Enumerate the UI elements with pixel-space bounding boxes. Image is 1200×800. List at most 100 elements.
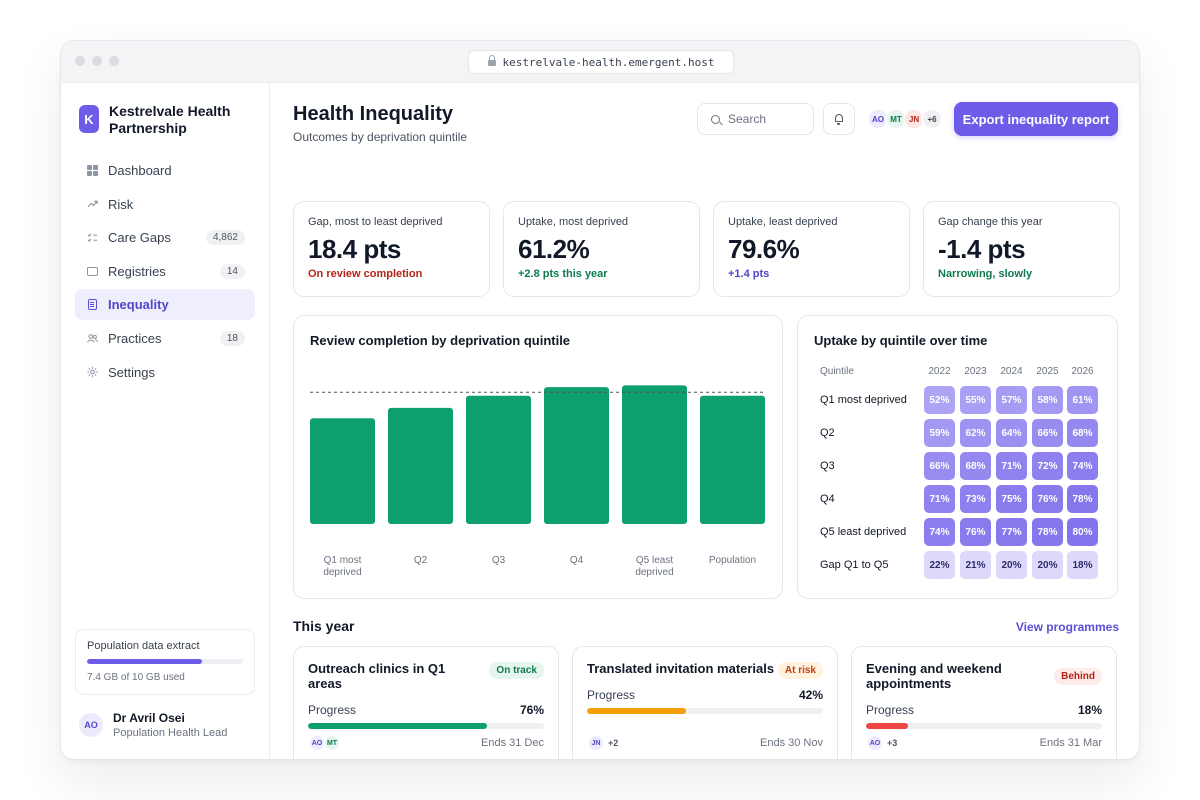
notifications-button[interactable] [823, 103, 855, 135]
chart-bar[interactable] [310, 418, 375, 524]
user-name: Dr Avril Osei [113, 711, 185, 725]
sidebar-item-inequality[interactable]: Inequality [75, 289, 255, 321]
chart-bar[interactable] [388, 407, 453, 524]
kpi-card-gap-change: Gap change this year -1.4 pts Narrowing,… [923, 201, 1120, 297]
storage-usage-text: 7.4 GB of 10 GB used [87, 672, 185, 683]
heatmap-cell[interactable]: 58% [1032, 386, 1063, 414]
heatmap-corner-label: Quintile [820, 366, 854, 377]
heatmap-cell[interactable]: 64% [996, 419, 1027, 447]
heatmap-cell[interactable]: 71% [996, 452, 1027, 480]
owner-avatar: JN [587, 734, 605, 752]
chart-bar[interactable] [544, 387, 609, 524]
heatmap-cell[interactable]: 61% [1067, 386, 1098, 414]
progress-value: 76% [519, 703, 544, 717]
kpi-note: +1.4 pts [728, 268, 770, 280]
team-avatars[interactable]: AO MT JN +6 [867, 108, 943, 130]
heatmap-cell[interactable]: 75% [996, 485, 1027, 513]
chart-category-label: Q5 least [636, 555, 673, 566]
close-window-dot[interactable] [75, 56, 85, 66]
heatmap-cell[interactable]: 52% [924, 386, 955, 414]
owners-more: +3 [887, 738, 898, 748]
programme-status-badge: At risk [777, 662, 823, 679]
folder-icon [87, 266, 98, 277]
heatmap-cell[interactable]: 62% [960, 419, 991, 447]
heatmap-cell[interactable]: 76% [960, 518, 991, 546]
team-avatar: MT [885, 108, 907, 130]
heatmap-cell[interactable]: 76% [1032, 485, 1063, 513]
kpi-row: Gap, most to least deprived 18.4 pts On … [293, 201, 1120, 297]
programme-title: Outreach clinics in Q1 areas [308, 661, 446, 691]
progress-value: 18% [1077, 703, 1102, 717]
chart-bar[interactable] [700, 395, 765, 524]
minimize-window-dot[interactable] [92, 56, 102, 66]
heatmap-cell[interactable]: 21% [960, 551, 991, 579]
brand[interactable]: K Kestrelvale Health Partnership [79, 103, 249, 137]
page-subtitle: Outcomes by deprivation quintile [293, 130, 468, 144]
sidebar-item-practices[interactable]: Practices 18 [75, 323, 255, 354]
programme-status-badge: On track [489, 662, 544, 679]
chart-category-label: Q2 [414, 555, 428, 566]
sidebar-item-registries[interactable]: Registries 14 [75, 256, 255, 287]
chart-bar[interactable] [466, 395, 531, 524]
heatmap-cell[interactable]: 20% [1032, 551, 1063, 579]
heatmap-cell[interactable]: 22% [924, 551, 955, 579]
programme-title: Evening and weekend appointments [866, 661, 1002, 691]
user-profile[interactable]: AO Dr Avril Osei Population Health Lead [79, 711, 227, 739]
heatmap-cell[interactable]: 74% [1067, 452, 1098, 480]
progress-label: Progress [866, 703, 915, 717]
heatmap-cell[interactable]: 59% [924, 419, 955, 447]
heatmap-row-label: Q4 [820, 493, 835, 505]
programme-card-translated-materials[interactable]: Translated invitation materials At risk … [572, 646, 838, 759]
registries-count-badge: 14 [219, 263, 245, 279]
sidebar-item-dashboard[interactable]: Dashboard [75, 155, 255, 186]
users-icon [87, 333, 98, 344]
heatmap-row-label: Q2 [820, 427, 835, 439]
programme-end-date: Ends 31 Dec [481, 737, 544, 749]
kpi-value: 61.2% [518, 234, 590, 264]
programme-card-outreach[interactable]: Outreach clinics in Q1 areas On track Pr… [293, 646, 559, 759]
sidebar-item-risk[interactable]: Risk [75, 189, 255, 220]
team-avatar: AO [867, 108, 889, 130]
heatmap-cell[interactable]: 80% [1067, 518, 1098, 546]
heatmap-cell[interactable]: 57% [996, 386, 1027, 414]
maximize-window-dot[interactable] [109, 56, 119, 66]
progress-value: 42% [798, 688, 823, 702]
heatmap-cell[interactable]: 68% [1067, 419, 1098, 447]
programme-card-evening-appointments[interactable]: Evening and weekend appointments Behind … [851, 646, 1117, 759]
programme-progress-bar [308, 723, 544, 729]
heatmap-cell[interactable]: 71% [924, 485, 955, 513]
heatmap-cell[interactable]: 78% [1032, 518, 1063, 546]
sidebar-item-care-gaps[interactable]: Care Gaps 4,862 [75, 222, 255, 253]
heatmap-year-header: 2023 [964, 366, 987, 377]
chart-category-label: deprived [635, 567, 673, 578]
chart-bar[interactable] [622, 385, 687, 524]
export-report-button[interactable]: Export inequality report [954, 102, 1118, 136]
heatmap-cell[interactable]: 72% [1032, 452, 1063, 480]
view-programmes-link[interactable]: View programmes [1015, 620, 1119, 634]
heatmap-cell[interactable]: 68% [960, 452, 991, 480]
address-bar[interactable]: kestrelvale-health.emergent.host [468, 50, 734, 74]
kpi-label: Gap change this year [938, 216, 1043, 228]
heatmap-cell[interactable]: 66% [924, 452, 955, 480]
heatmap-row-label: Q5 least deprived [820, 526, 907, 538]
heatmap-cell[interactable]: 55% [960, 386, 991, 414]
search-input[interactable]: Search [697, 103, 814, 135]
kpi-note: On review completion [308, 268, 423, 280]
sidebar-item-settings[interactable]: Settings [75, 357, 255, 388]
heatmap-row-label: Q1 most deprived [820, 394, 907, 406]
programme-progress-bar [866, 723, 1102, 729]
programme-owners: AO MT [308, 734, 341, 752]
chart-category-label: deprived [323, 567, 361, 578]
kpi-value: -1.4 pts [938, 234, 1026, 264]
heatmap-cell[interactable]: 20% [996, 551, 1027, 579]
heatmap-cell[interactable]: 74% [924, 518, 955, 546]
heatmap-cell[interactable]: 77% [996, 518, 1027, 546]
heatmap-cell[interactable]: 66% [1032, 419, 1063, 447]
heatmap-cell[interactable]: 18% [1067, 551, 1098, 579]
kpi-note: +2.8 pts this year [518, 268, 608, 280]
heatmap-cell[interactable]: 73% [960, 485, 991, 513]
heatmap-cell[interactable]: 78% [1067, 485, 1098, 513]
address-url: kestrelvale-health.emergent.host [502, 55, 715, 69]
programme-progress-fill [308, 723, 488, 729]
heatmap-year-header: 2024 [1000, 366, 1023, 377]
